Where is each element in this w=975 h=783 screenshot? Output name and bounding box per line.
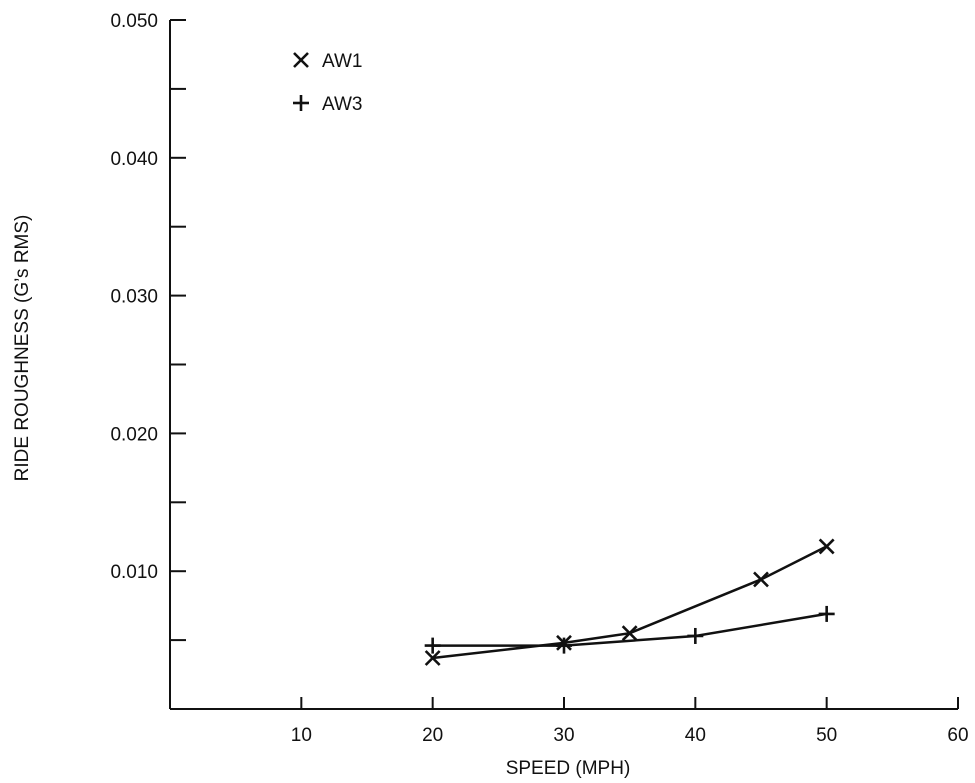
data-point-aw3 xyxy=(818,605,835,622)
data-point-aw1 xyxy=(424,650,441,666)
x-tick-label: 10 xyxy=(291,725,312,746)
axes xyxy=(169,20,958,710)
y-tick-label: 0.050 xyxy=(110,11,158,32)
x-tick-label: 30 xyxy=(553,725,574,746)
data-point-aw3 xyxy=(556,637,572,654)
legend-label-aw3: AW3 xyxy=(322,94,362,115)
legend-marker-plus-icon xyxy=(293,95,309,111)
x-tick-label: 40 xyxy=(685,725,706,746)
legend-marker-x-icon xyxy=(293,52,309,68)
y-tick-label: 0.020 xyxy=(110,424,158,445)
series-aw3 xyxy=(424,605,835,654)
x-tick-label: 20 xyxy=(422,725,443,746)
data-point-aw1 xyxy=(621,625,638,642)
legend-marker xyxy=(293,95,309,111)
data-point-aw1 xyxy=(818,538,835,555)
x-tick-label: 50 xyxy=(816,725,837,746)
legend-item-aw1: AW1 xyxy=(293,51,362,72)
y-axis-title: RIDE ROUGHNESS (G’s RMS) xyxy=(12,215,33,482)
series-layer xyxy=(424,538,835,666)
series-aw1 xyxy=(424,538,835,666)
x-ticks: 10 20 30 40 50 60 xyxy=(291,697,969,746)
legend-label-aw1: AW1 xyxy=(322,51,362,72)
legend: AW1 AW3 xyxy=(293,51,362,115)
y-tick-label: 0.040 xyxy=(110,149,158,170)
data-point-aw3 xyxy=(687,627,704,644)
y-tick-label: 0.030 xyxy=(110,287,158,308)
y-ticks: 0.010 0.020 0.030 0.040 0.050 xyxy=(110,11,186,642)
series-line-aw3 xyxy=(432,612,827,647)
data-point-aw3 xyxy=(424,637,441,654)
data-point-aw1 xyxy=(753,571,769,588)
y-tick-label: 0.010 xyxy=(110,562,158,583)
x-axis-title: SPEED (MPH) xyxy=(506,758,631,779)
legend-marker xyxy=(293,52,309,68)
x-tick-label: 60 xyxy=(947,725,968,746)
legend-item-aw3: AW3 xyxy=(293,94,362,115)
